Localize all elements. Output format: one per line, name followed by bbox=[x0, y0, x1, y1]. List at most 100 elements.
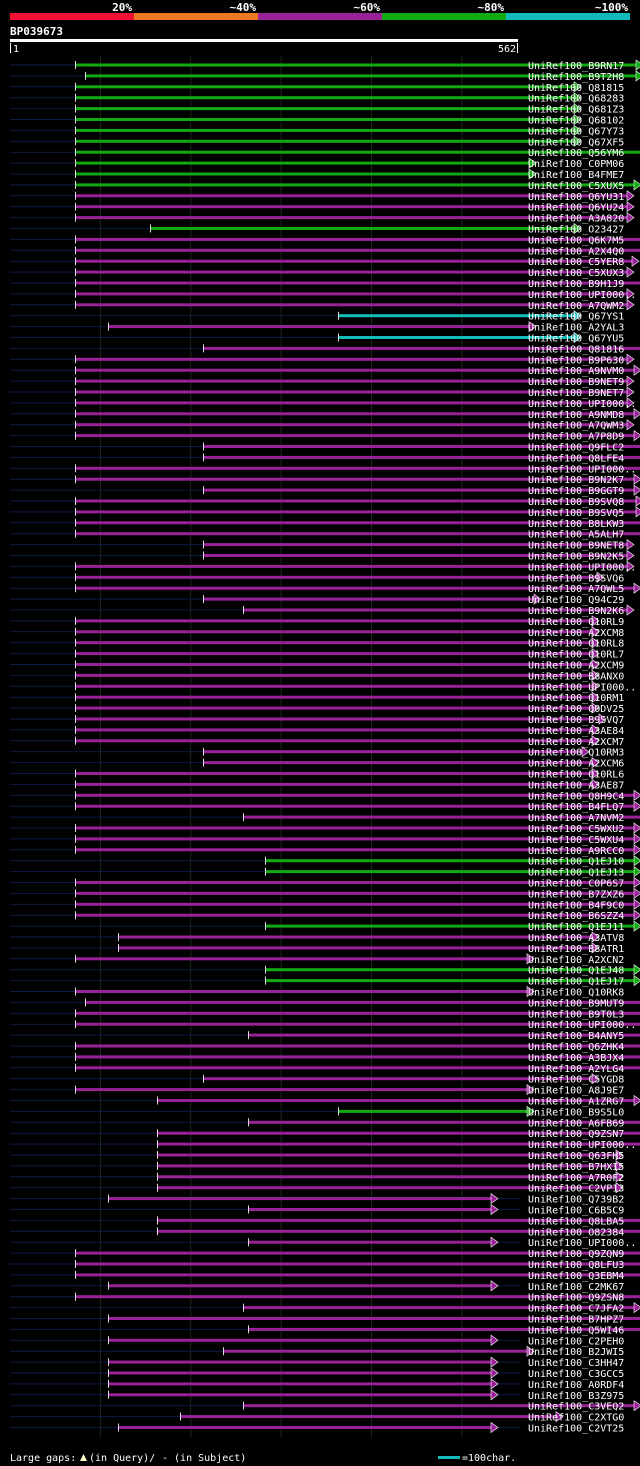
hit-bar bbox=[75, 1273, 640, 1277]
hit-bar bbox=[75, 630, 592, 634]
hit-row: UniRef100_Q10RL8 bbox=[10, 637, 624, 650]
hit-row: UniRef100_C7JFA2 bbox=[10, 1302, 640, 1315]
hit-bar bbox=[108, 1197, 491, 1201]
hit-end-arrow bbox=[626, 604, 635, 616]
hit-row: UniRef100_C2VP13 bbox=[10, 1182, 624, 1195]
hit-label: UniRef100_B9H1J9 bbox=[528, 279, 624, 290]
hit-row: UniRef100_B9N2K7 bbox=[10, 473, 640, 486]
hit-bar bbox=[75, 1011, 640, 1015]
hit-label: UniRef100_C5XUX3 bbox=[528, 268, 624, 279]
hit-row: UniRef100_A7R0F2 bbox=[10, 1171, 624, 1184]
hit-label: UniRef100_A3ATV8 bbox=[528, 933, 624, 944]
hit-row: UniRef100_A3AE84 bbox=[10, 724, 624, 737]
hit-row: UniRef100_A8J9E7 bbox=[10, 1084, 624, 1097]
hit-label: UniRef100_Q6YU24 bbox=[528, 203, 624, 214]
in-query-label: (in Query)/ bbox=[89, 1453, 155, 1464]
hit-label: UniRef100_UPI000.. bbox=[528, 562, 636, 573]
hit-end-arrow bbox=[591, 778, 600, 790]
hit-end-arrow bbox=[596, 571, 605, 583]
hit-label: UniRef100_Q8LBA5 bbox=[528, 1216, 624, 1227]
hit-label: UniRef100_A3BJX4 bbox=[528, 1053, 624, 1064]
hit-end-arrow bbox=[490, 1367, 499, 1379]
hit-bar bbox=[75, 248, 640, 252]
hit-label: UniRef100_C6B5C9 bbox=[528, 1206, 624, 1217]
hit-end-arrow bbox=[626, 375, 635, 387]
hit-label: UniRef100_Q94C29 bbox=[528, 595, 624, 606]
hit-label: UniRef100_B9SVQ7 bbox=[528, 715, 624, 726]
hit-end-arrow bbox=[591, 637, 600, 649]
hit-bar bbox=[203, 455, 640, 459]
hit-label: UniRef100_A7P8D9 bbox=[528, 432, 624, 443]
hit-label: UniRef100_A7R0F2 bbox=[528, 1173, 624, 1184]
hit-label: UniRef100_B7ZXZ6 bbox=[528, 889, 624, 900]
hit-end-arrow bbox=[615, 1182, 624, 1194]
hit-row: UniRef100_Q6ZHK4 bbox=[10, 1042, 640, 1053]
hit-row: UniRef100_B9RN17 bbox=[10, 59, 640, 72]
hit-end-arrow bbox=[533, 593, 542, 605]
hit-row: UniRef100_C2VT25 bbox=[10, 1421, 624, 1435]
hit-end-arrow bbox=[591, 648, 600, 660]
hit-bar bbox=[75, 641, 592, 645]
hit-row: UniRef100_A0RDF4 bbox=[10, 1378, 624, 1391]
hit-end-arrow bbox=[633, 833, 640, 845]
hit-bar bbox=[85, 1000, 640, 1004]
identity-scale-label: ~60% bbox=[354, 1, 381, 14]
hit-end-arrow bbox=[526, 1345, 535, 1357]
hit-bar bbox=[75, 706, 592, 710]
hit-bar bbox=[75, 85, 574, 89]
hit-bar bbox=[108, 1360, 491, 1364]
hit-end-arrow bbox=[526, 953, 535, 965]
hit-bar bbox=[75, 172, 529, 176]
hit-label: UniRef100_A3AE84 bbox=[528, 726, 624, 737]
hit-bar bbox=[75, 281, 640, 285]
hit-row: UniRef100_A2YLG4 bbox=[10, 1063, 640, 1075]
hit-end-arrow bbox=[633, 975, 640, 987]
hit-bar bbox=[157, 1142, 640, 1146]
hit-bar bbox=[75, 161, 529, 165]
hit-bar bbox=[75, 139, 574, 143]
hit-row: UniRef100_Q10RL7 bbox=[10, 648, 624, 661]
hit-end-arrow bbox=[591, 691, 600, 703]
hit-bar bbox=[108, 325, 529, 329]
hit-bar bbox=[75, 652, 592, 656]
hit-end-arrow bbox=[633, 887, 640, 899]
hit-row: UniRef100_B4FLQ7 bbox=[10, 800, 640, 813]
hit-label: UniRef100_B9SVQ8 bbox=[528, 497, 624, 508]
hit-bar bbox=[118, 946, 592, 950]
hit-bar bbox=[108, 1284, 491, 1288]
hit-bar bbox=[108, 1371, 491, 1375]
hit-row: UniRef100_A2XCM6 bbox=[10, 757, 624, 770]
hit-row: UniRef100_C5WXU2 bbox=[10, 822, 640, 835]
hit-row: UniRef100_UPI000.. bbox=[10, 1140, 640, 1151]
hit-end-arrow bbox=[490, 1280, 499, 1292]
hit-end-arrow bbox=[490, 1193, 499, 1205]
hit-label: UniRef100_B7HXI5 bbox=[528, 1162, 624, 1173]
hit-bar bbox=[203, 554, 627, 557]
hit-bar bbox=[248, 1208, 491, 1211]
hit-end-arrow bbox=[633, 1400, 640, 1412]
hit-label: UniRef100_B8ATR1 bbox=[528, 944, 624, 955]
hit-label: UniRef100_C0P6S7 bbox=[528, 879, 624, 890]
hit-row: UniRef100_Q6YU31 bbox=[10, 190, 635, 203]
identity-scale-segment bbox=[258, 13, 382, 20]
hit-end-arrow bbox=[490, 1203, 499, 1216]
hit-bar bbox=[203, 1077, 592, 1081]
hit-bar bbox=[75, 717, 599, 721]
scale-label: =100char. bbox=[462, 1453, 516, 1464]
hit-label: UniRef100_Q739B2 bbox=[528, 1195, 624, 1206]
hit-end-arrow bbox=[633, 866, 640, 878]
hit-label: UniRef100_B9NET8 bbox=[528, 541, 624, 552]
hit-label: UniRef100_C3HH47 bbox=[528, 1358, 624, 1369]
hit-label: UniRef100_A2YAL3 bbox=[528, 323, 624, 334]
hit-end-arrow bbox=[635, 506, 640, 518]
identity-scale-label: ~40% bbox=[230, 1, 257, 14]
hit-bar bbox=[75, 412, 634, 416]
hit-bar bbox=[75, 510, 636, 514]
hit-row: UniRef100_A2YAL3 bbox=[10, 321, 624, 334]
hit-label: UniRef100_C2VP13 bbox=[528, 1184, 624, 1195]
hit-bar bbox=[75, 423, 627, 427]
hit-label: UniRef100_Q8LFU3 bbox=[528, 1260, 624, 1271]
hit-end-arrow bbox=[573, 135, 582, 147]
hit-bar bbox=[75, 270, 627, 274]
